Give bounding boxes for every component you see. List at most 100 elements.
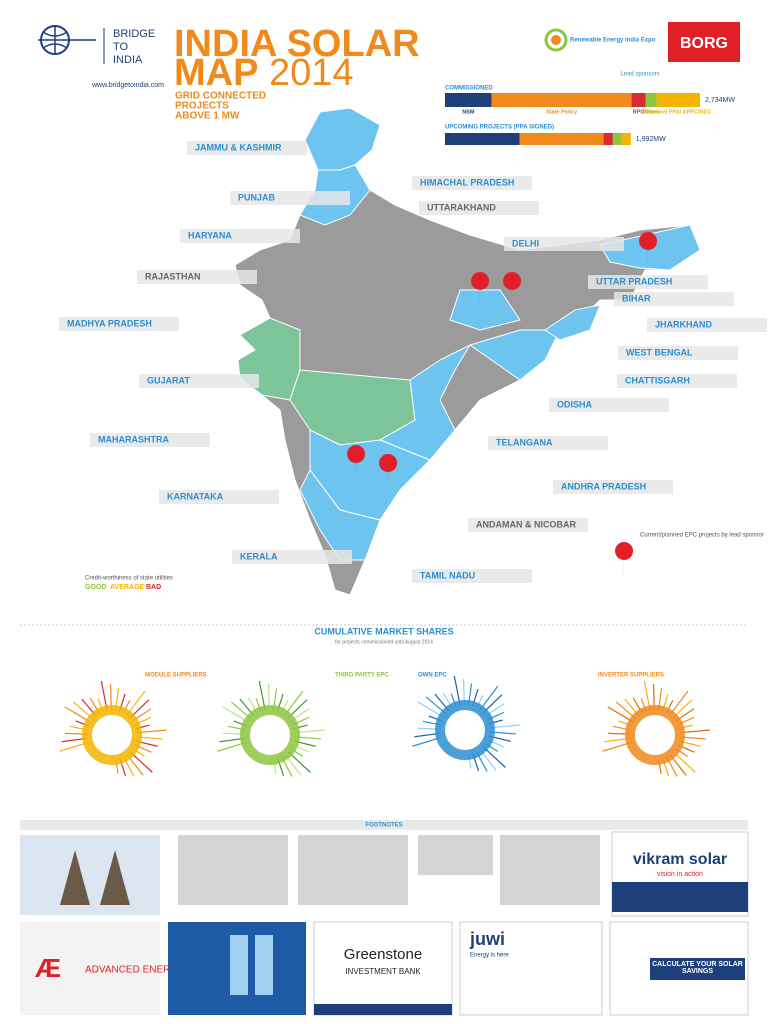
- fan-ray: [453, 675, 461, 706]
- capacity-segment: [631, 93, 646, 107]
- title: INDIA SOLAR: [174, 23, 420, 65]
- capacity-segment: [621, 133, 631, 145]
- subtitle: PROJECTS: [175, 101, 229, 112]
- state-label: JAMMU & KASHMIR: [195, 142, 282, 152]
- chart-label: INVERTER SUPPLIERS: [598, 673, 664, 679]
- state-label: DELHI: [512, 238, 539, 248]
- state-band: [412, 569, 532, 583]
- state-band: [180, 229, 300, 243]
- state-band: [137, 270, 257, 284]
- state-band: [617, 374, 737, 388]
- calc-text: CALCULATE YOUR SOLAR SAVINGS: [652, 961, 743, 975]
- state-label: KERALA: [240, 551, 278, 561]
- title-year: 2014: [269, 52, 354, 94]
- fan-core: [625, 705, 685, 765]
- url: www.bridgetoindia.com: [91, 82, 164, 89]
- state-label: UTTAR PRADESH: [596, 276, 672, 286]
- ae-name: ADVANCED ENERGY: [85, 965, 185, 976]
- state-label: RAJASTHAN: [145, 271, 201, 281]
- rating-bad: BAD: [146, 584, 161, 591]
- juwi-tag: Energy is here: [470, 953, 509, 959]
- state-label: BIHAR: [622, 293, 651, 303]
- capacity-total: 2,734MW: [705, 97, 735, 104]
- state-label: ODISHA: [557, 399, 593, 409]
- commissioned-label: COMMISSIONED: [445, 86, 493, 92]
- state-band: [230, 191, 350, 205]
- state-label: CHATTISGARH: [625, 375, 690, 385]
- fan-ray: [129, 751, 153, 773]
- state-band: [187, 141, 307, 155]
- chart-label: MODULE SUPPLIERS: [145, 673, 207, 679]
- state-band: [614, 292, 734, 306]
- state-label: ANDHRA PRADESH: [561, 481, 646, 491]
- footnote-band: [20, 820, 748, 830]
- ad-paris: [20, 835, 160, 915]
- legend-title: Credit-worthiness of state utilities: [85, 576, 173, 582]
- footnote-text: [178, 835, 600, 905]
- capacity-segment: [645, 93, 657, 107]
- subtitle: ABOVE 1 MW: [175, 111, 240, 122]
- capacity-segment: [445, 93, 492, 107]
- capacity-segment: [656, 93, 700, 107]
- capacity-segment: [445, 133, 520, 145]
- market-fans: [59, 675, 710, 777]
- logo-text: BRIDGE: [113, 28, 155, 40]
- fan-ray: [100, 680, 108, 711]
- state-label: HIMACHAL PRADESH: [420, 177, 514, 187]
- state-band: [90, 433, 210, 447]
- fan-ray: [294, 729, 325, 734]
- fan-core: [240, 705, 300, 765]
- state-label: MADHYA PRADESH: [67, 318, 152, 328]
- state-band: [419, 201, 539, 215]
- chart-label: THIRD PARTY EPC: [335, 673, 389, 679]
- segment-label: Others: [642, 109, 660, 115]
- state-label: TELANGANA: [496, 437, 553, 447]
- fan-core: [435, 700, 495, 760]
- rating-good: GOOD: [85, 584, 106, 591]
- title: MAP 2014: [174, 52, 354, 94]
- logo-text: INDIA: [113, 54, 143, 66]
- state-band: [488, 436, 608, 450]
- ad-greenstone: [313, 921, 453, 1016]
- state-band: [553, 480, 673, 494]
- state-label: UTTARAKHAND: [427, 202, 496, 212]
- state-band: [588, 275, 708, 289]
- ae-mark: Æ: [35, 953, 61, 983]
- juwi-name: juwi: [469, 929, 505, 949]
- state-band: [159, 490, 279, 504]
- state-label: MAHARASHTRA: [98, 434, 169, 444]
- state-label: PUNJAB: [238, 192, 276, 202]
- title-map: MAP: [174, 52, 258, 94]
- calc-box: CALCULATE YOUR SOLAR SAVINGS: [652, 961, 743, 975]
- epc-title: Current/planned EPC projects by lead spo…: [640, 533, 764, 539]
- state-label: ANDAMAN & NICOBAR: [476, 519, 576, 529]
- upcoming-label: UPCOMING PROJECTS (PPA SIGNED): [445, 125, 554, 131]
- subtitle: GRID CONNECTED: [175, 91, 266, 102]
- state-band: [549, 398, 669, 412]
- sponsor-logo: [668, 22, 740, 62]
- ad-juwi: [459, 921, 603, 1016]
- greenstone-sub: INVESTMENT BANK: [345, 967, 421, 976]
- state-band: [618, 346, 738, 360]
- capacity-segment: [603, 133, 613, 145]
- segment-label: NSM: [462, 109, 475, 115]
- state-band: [139, 374, 259, 388]
- state-labels: JAMMU & KASHMIR HIMACHAL PRADESH PUNJAB UTT…: [59, 141, 767, 583]
- state-label: GUJARAT: [147, 375, 190, 385]
- greenstone-name: Greenstone: [344, 946, 422, 963]
- segment-label: State Policy: [546, 109, 578, 115]
- segment-label: RPO: [633, 109, 646, 115]
- ad-ae: [20, 922, 160, 1015]
- state-label: WEST BENGAL: [626, 347, 693, 357]
- vikram-name: vikram solar: [633, 851, 727, 868]
- fan-ray: [643, 680, 651, 711]
- rating-average: AVERAGE: [110, 584, 144, 591]
- footnotes-title: FOOTNOTES: [365, 823, 402, 829]
- state-label: HARYANA: [188, 230, 232, 240]
- market-title: CUMULATIVE MARKET SHARES: [314, 626, 453, 636]
- expo-logo: [544, 28, 568, 52]
- capacity-total: 1,992MW: [636, 136, 666, 143]
- state-band: [504, 237, 624, 251]
- vikram-tag: vision in action: [657, 871, 703, 878]
